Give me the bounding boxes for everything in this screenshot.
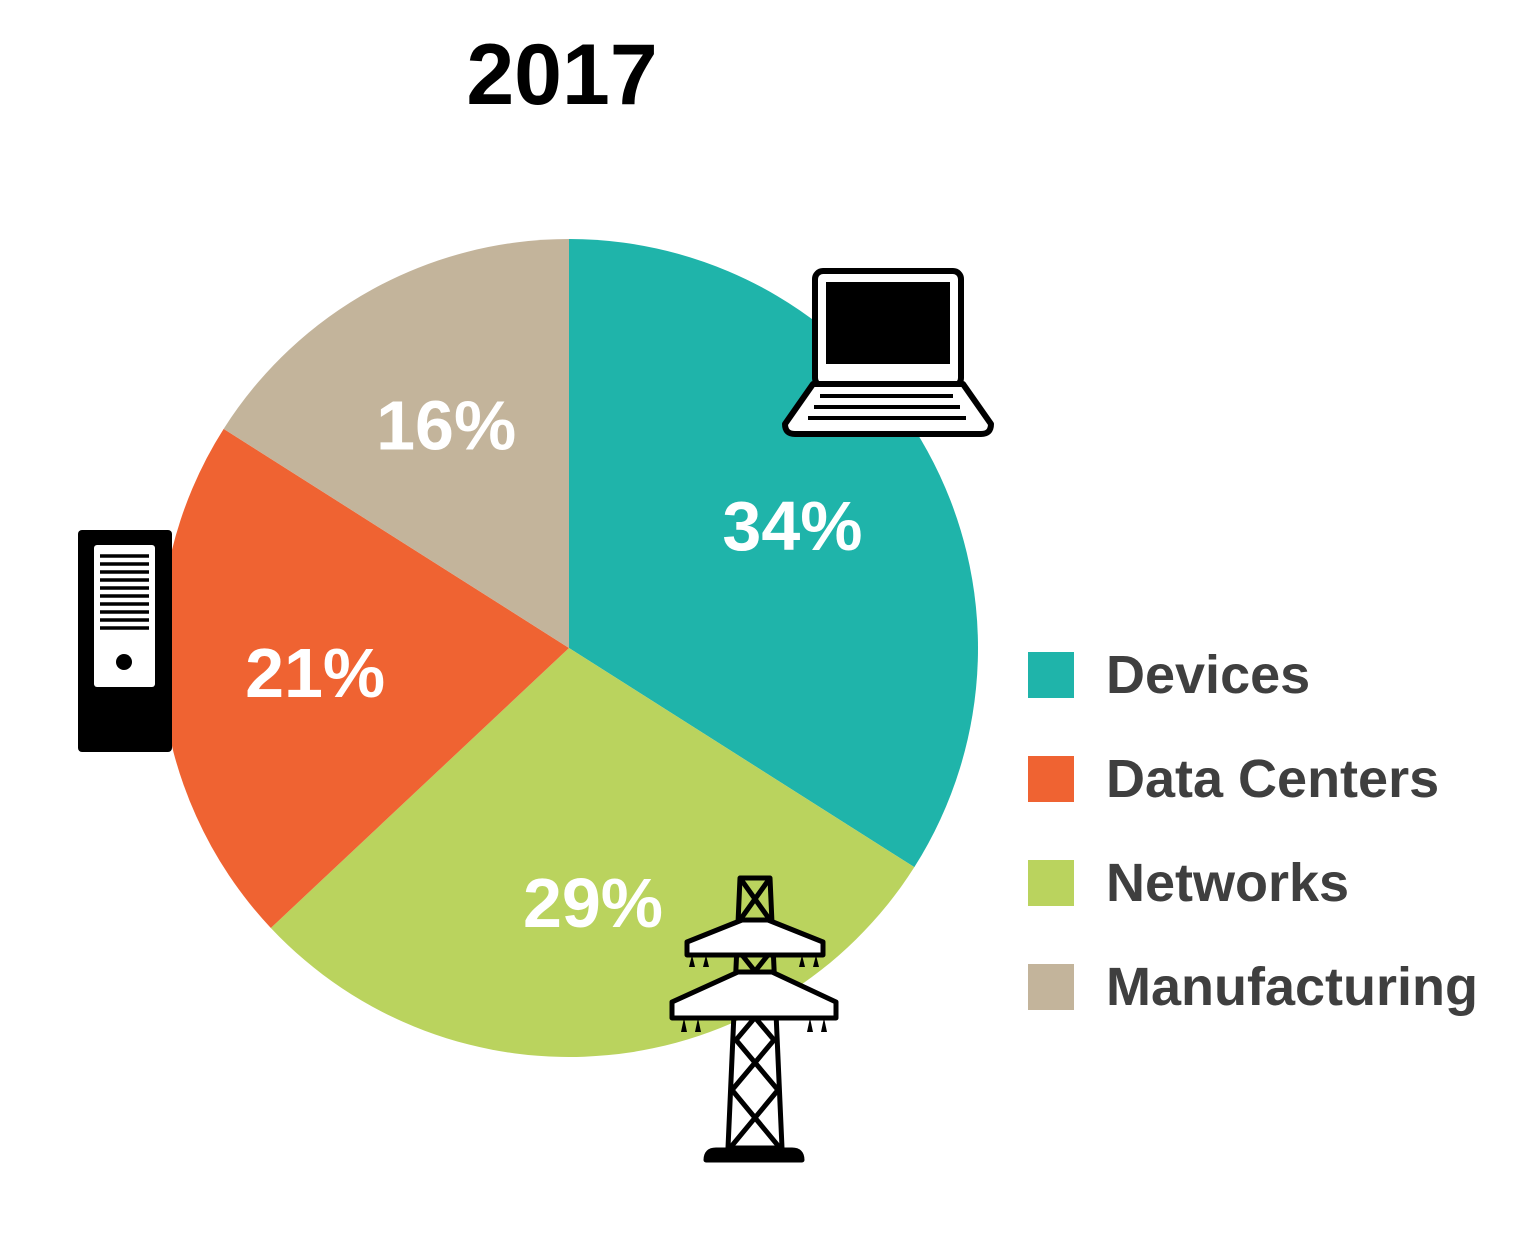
pie-slice-manufacturing xyxy=(223,239,570,648)
server-tower-icon xyxy=(78,530,172,752)
insulator-icons xyxy=(681,955,827,1032)
legend-swatch xyxy=(1028,756,1074,802)
legend-swatch xyxy=(1028,964,1074,1010)
slice-value-label: 29% xyxy=(523,864,663,942)
pie-slice-labels: 34% 29% 21% 16% xyxy=(245,387,862,942)
legend-label: Devices xyxy=(1106,645,1310,705)
slice-value-label: 21% xyxy=(245,634,385,712)
legend-label: Manufacturing xyxy=(1106,957,1478,1017)
legend-swatch xyxy=(1028,652,1074,698)
chart-title: 2017 xyxy=(466,27,657,123)
legend: Devices Data Centers Networks Manufacturing xyxy=(1028,645,1478,1017)
laptop-icon xyxy=(782,268,994,437)
legend-label: Networks xyxy=(1106,853,1349,913)
legend-label: Data Centers xyxy=(1106,749,1439,809)
pie-slice-data-centers xyxy=(159,428,570,928)
slice-value-label: 34% xyxy=(722,487,862,565)
transmission-tower-icon xyxy=(669,875,839,1163)
slice-value-label: 16% xyxy=(376,387,516,465)
legend-swatch xyxy=(1028,860,1074,906)
